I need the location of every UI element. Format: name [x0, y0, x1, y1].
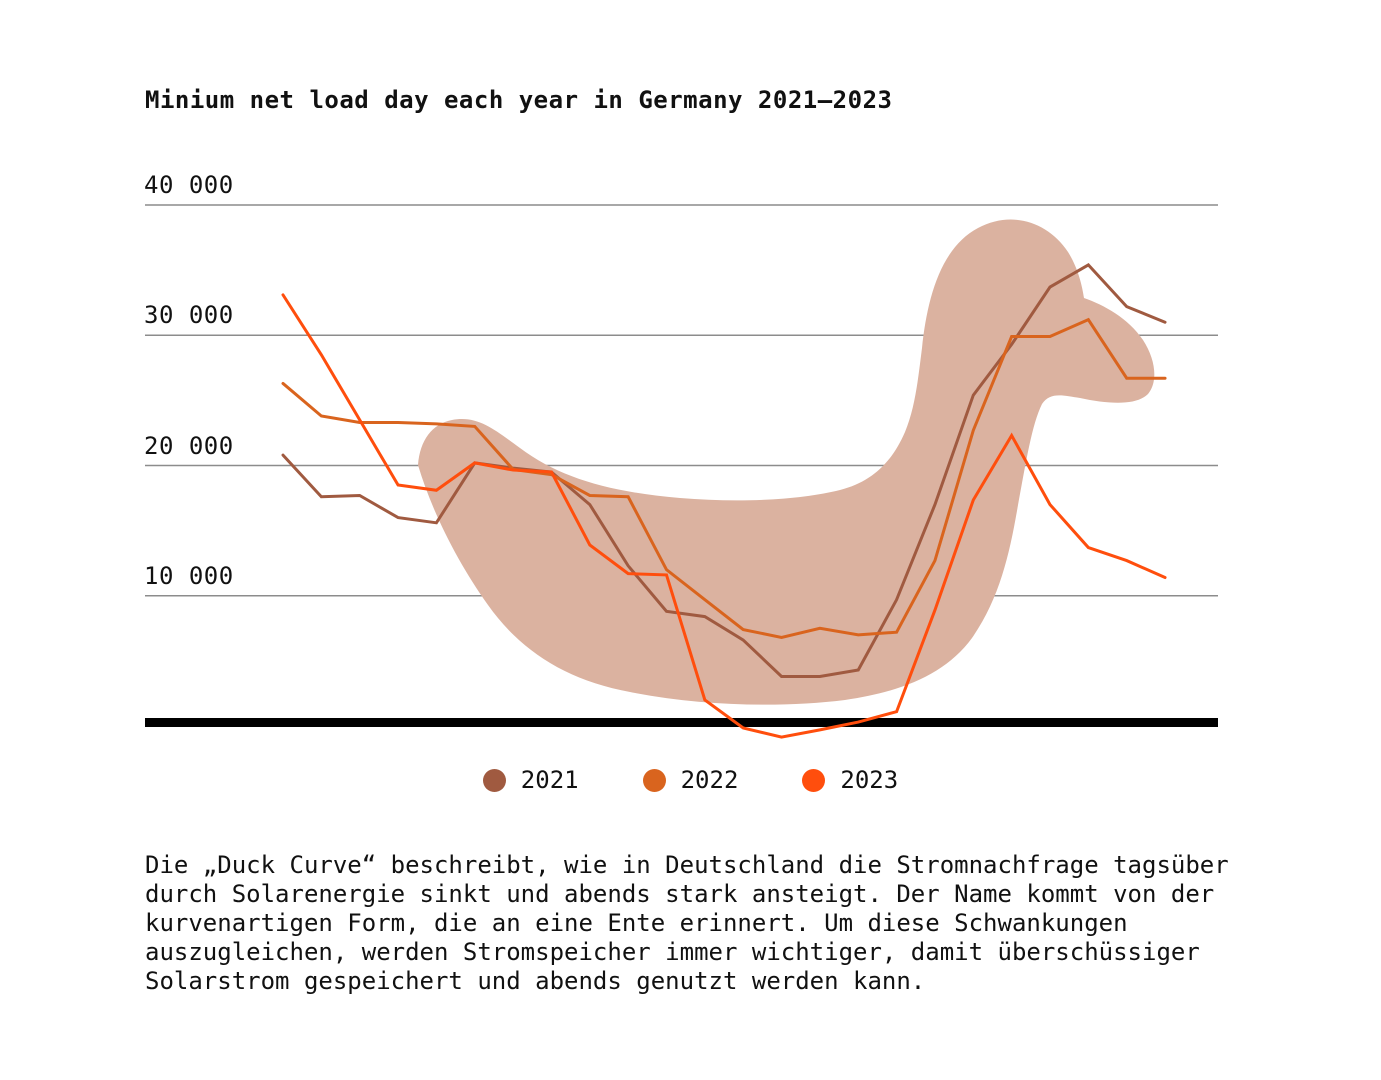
- line-2023: [281, 293, 1167, 739]
- legend-item-2021: 2021: [482, 766, 579, 794]
- legend-label: 2023: [840, 766, 899, 794]
- legend-dot-icon: [802, 768, 826, 792]
- caption-line: kurvenartigen Form, die an eine Ente eri…: [145, 909, 1128, 937]
- series-lines: [281, 263, 1167, 739]
- legend-item-2023: 2023: [802, 766, 898, 794]
- legend: 2021 2022 2023: [0, 766, 1381, 794]
- caption-line: Solarstrom gespeichert und abends genutz…: [145, 967, 926, 995]
- y-tick-label: 40 000: [144, 171, 234, 199]
- y-tick-label: 30 000: [144, 301, 234, 330]
- legend-dot-icon: [642, 768, 666, 792]
- y-tick-label: 20 000: [144, 431, 234, 460]
- caption-line: durch Solarenergie sinkt und abends star…: [145, 880, 1215, 908]
- legend-label: 2022: [680, 766, 739, 794]
- x-axis-baseline: [145, 718, 1218, 727]
- y-tick-label: 10 000: [144, 561, 234, 590]
- caption-line: Die „Duck Curve“ beschreibt, wie in Deut…: [145, 851, 1229, 879]
- chart-title: Minium net load day each year in Germany…: [145, 86, 893, 114]
- line-2021: [281, 263, 1167, 679]
- line-2022: [281, 317, 1167, 639]
- legend-item-2022: 2022: [642, 766, 739, 794]
- legend-label: 2021: [520, 766, 579, 794]
- caption-line: auszugleichen, werden Stromspeicher imme…: [145, 938, 1200, 966]
- caption: Die „Duck Curve“ beschreibt, wie in Deut…: [145, 851, 1229, 996]
- duck-silhouette: [418, 219, 1155, 705]
- legend-dot-icon: [482, 768, 506, 792]
- duck-curve-chart: [145, 204, 1218, 739]
